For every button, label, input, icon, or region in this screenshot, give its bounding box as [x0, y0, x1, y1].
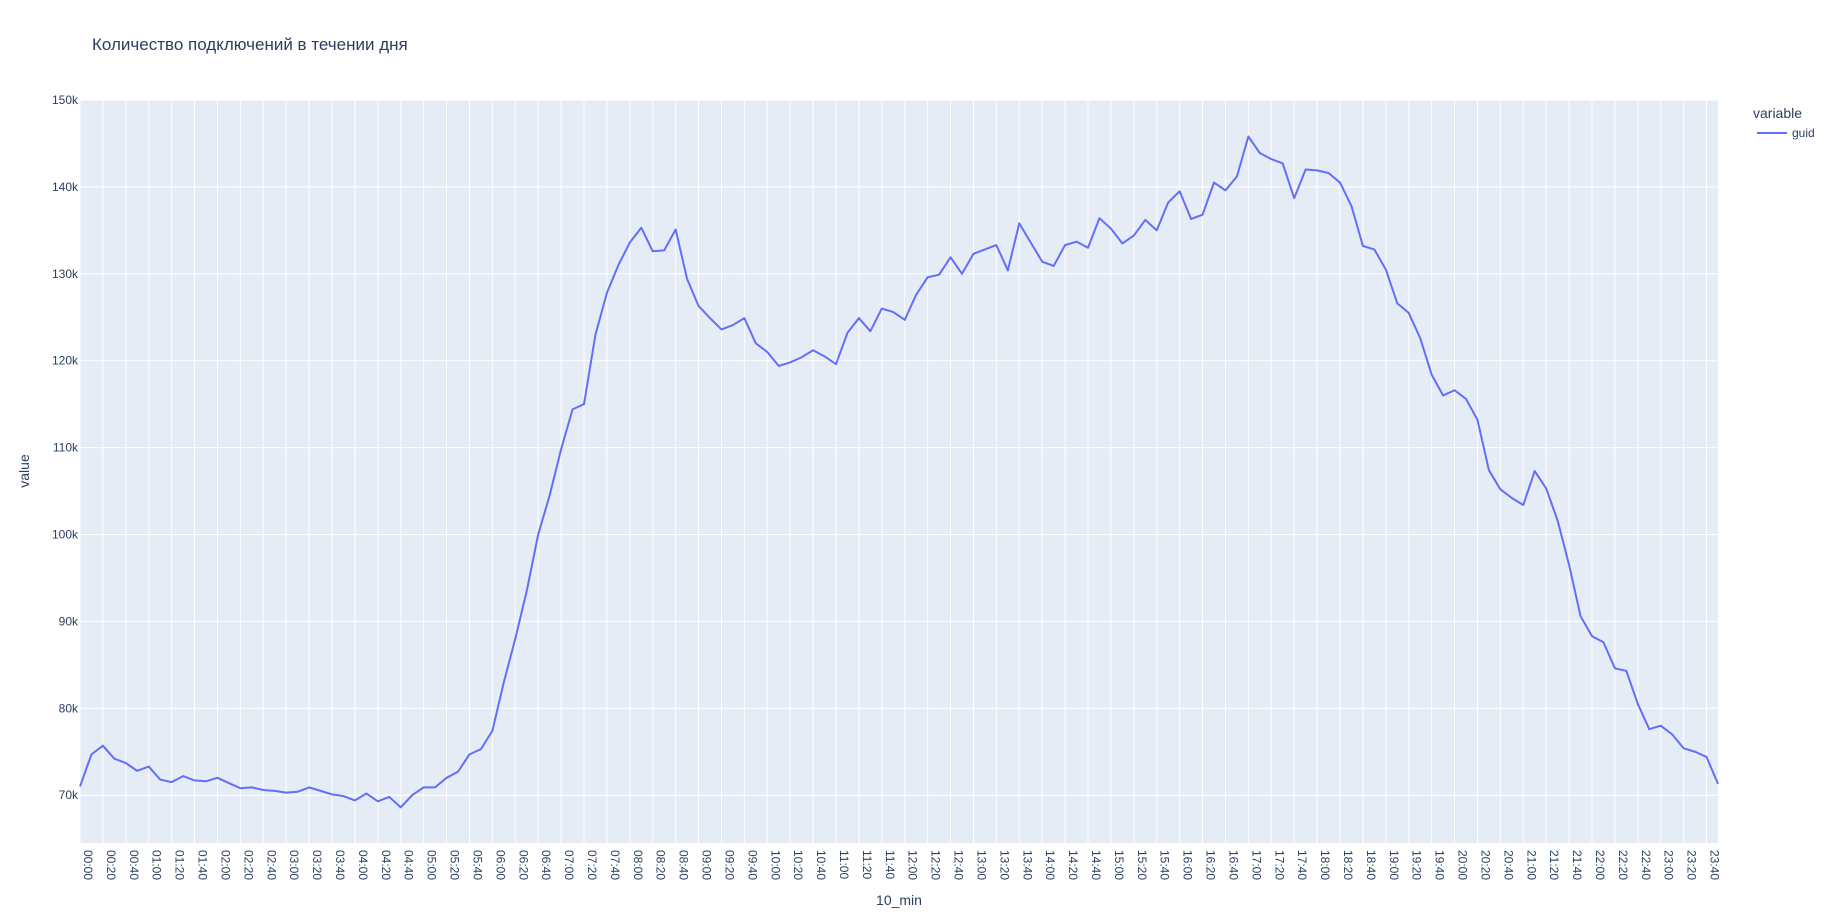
x-tick-label: 07:20	[585, 850, 599, 880]
x-tick-label: 11:20	[860, 850, 874, 879]
legend-title: variable	[1753, 105, 1802, 121]
x-tick-label: 16:40	[1226, 850, 1240, 880]
x-tick-label: 08:20	[654, 850, 668, 880]
y-tick-label: 110k	[53, 441, 79, 455]
x-tick-label: 03:20	[310, 850, 324, 880]
y-tick-label: 120k	[52, 354, 79, 368]
y-tick-label: 70k	[59, 788, 79, 802]
legend-item-guid[interactable]: guid	[1757, 126, 1815, 140]
x-tick-label: 11:40	[883, 850, 897, 879]
x-tick-label: 17:20	[1272, 850, 1286, 880]
x-tick-label: 05:00	[425, 850, 439, 880]
x-tick-label: 04:40	[402, 850, 416, 880]
x-tick-label: 14:20	[1066, 850, 1080, 880]
x-tick-label: 20:20	[1478, 850, 1492, 880]
x-tick-label: 01:00	[150, 850, 164, 880]
x-tick-label: 01:40	[196, 850, 210, 880]
x-tick-label: 18:40	[1364, 850, 1378, 880]
x-tick-label: 18:00	[1318, 850, 1332, 880]
grid-lines	[79, 99, 1718, 843]
x-tick-label: 05:20	[448, 850, 462, 880]
y-tick-label: 140k	[52, 180, 79, 194]
y-tick-label: 130k	[52, 267, 79, 281]
x-tick-label: 05:40	[470, 850, 484, 880]
x-tick-label: 08:40	[677, 850, 691, 880]
series-line-guid	[79, 135, 1719, 809]
x-tick-label: 07:00	[562, 850, 576, 880]
x-tick-label: 01:20	[173, 850, 187, 880]
x-tick-label: 17:00	[1249, 850, 1263, 880]
x-tick-label: 09:40	[745, 850, 759, 880]
x-tick-label: 12:20	[929, 850, 943, 880]
x-tick-label: 20:40	[1501, 850, 1515, 880]
x-tick-label: 09:00	[700, 850, 714, 880]
x-tick-label: 06:20	[516, 850, 530, 880]
x-tick-label: 00:20	[104, 850, 118, 880]
x-tick-label: 11:00	[837, 850, 851, 879]
x-tick-label: 19:40	[1433, 850, 1447, 880]
x-tick-label: 12:00	[906, 850, 920, 880]
x-tick-label: 23:00	[1662, 850, 1676, 880]
x-tick-label: 18:20	[1341, 850, 1355, 880]
x-tick-label: 13:40	[1020, 850, 1034, 880]
x-tick-label: 03:00	[287, 850, 301, 880]
x-tick-label: 21:20	[1547, 850, 1561, 880]
x-tick-label: 02:40	[264, 850, 278, 880]
x-tick-label: 00:00	[81, 850, 95, 880]
x-tick-label: 02:00	[218, 850, 232, 880]
x-tick-label: 15:20	[1135, 850, 1149, 880]
chart-title: Количество подключений в течении дня	[92, 35, 408, 54]
x-tick-label: 04:00	[356, 850, 370, 880]
x-tick-label: 21:40	[1570, 850, 1584, 880]
x-tick-label: 20:00	[1456, 850, 1470, 880]
x-tick-label: 10:40	[814, 850, 828, 880]
x-tick-label: 13:00	[974, 850, 988, 880]
x-tick-label: 14:40	[1089, 850, 1103, 880]
x-axis-title: 10_min	[876, 892, 922, 908]
x-tick-label: 10:00	[768, 850, 782, 880]
y-tick-label: 80k	[59, 701, 79, 715]
x-tick-label: 08:00	[631, 850, 645, 880]
x-tick-label: 02:20	[241, 850, 255, 880]
x-tick-label: 16:20	[1204, 850, 1218, 880]
x-tick-label: 19:00	[1387, 850, 1401, 880]
x-tick-label: 15:00	[1112, 850, 1126, 880]
x-tick-label: 15:40	[1158, 850, 1172, 880]
x-tick-label: 06:40	[539, 850, 553, 880]
x-tick-label: 22:40	[1639, 850, 1653, 880]
x-tick-label: 17:40	[1295, 850, 1309, 880]
x-tick-label: 19:20	[1410, 850, 1424, 880]
y-axis-title: value	[16, 454, 32, 488]
series-layer	[79, 135, 1719, 809]
x-tick-label: 23:40	[1708, 850, 1722, 880]
x-tick-label: 13:20	[997, 850, 1011, 880]
x-tick-label: 09:20	[722, 850, 736, 880]
x-tick-label: 03:40	[333, 850, 347, 880]
plot-area	[80, 100, 1718, 843]
legend[interactable]: variable guid	[1753, 105, 1815, 140]
legend-label: guid	[1792, 126, 1815, 140]
x-tick-label: 16:00	[1181, 850, 1195, 880]
x-tick-labels: 00:00 00:20 00:40 01:00 01:20 01:40 02:00 02:20…	[81, 850, 1722, 880]
x-tick-label: 21:00	[1524, 850, 1538, 880]
y-tick-label: 90k	[59, 614, 79, 628]
x-tick-label: 23:20	[1685, 850, 1699, 880]
x-tick-label: 06:00	[493, 850, 507, 880]
y-tick-label: 100k	[52, 528, 79, 542]
x-tick-label: 22:00	[1593, 850, 1607, 880]
x-tick-label: 10:20	[791, 850, 805, 880]
x-tick-label: 04:20	[379, 850, 393, 880]
y-tick-labels: 70k 80k 90k 100k 110k 120k 130k 140k 150k	[52, 93, 79, 802]
x-tick-label: 00:40	[127, 850, 141, 880]
x-tick-label: 07:40	[608, 850, 622, 880]
x-tick-label: 12:40	[952, 850, 966, 880]
x-tick-label: 22:20	[1616, 850, 1630, 880]
y-tick-label: 150k	[52, 93, 79, 107]
x-tick-label: 14:00	[1043, 850, 1057, 880]
